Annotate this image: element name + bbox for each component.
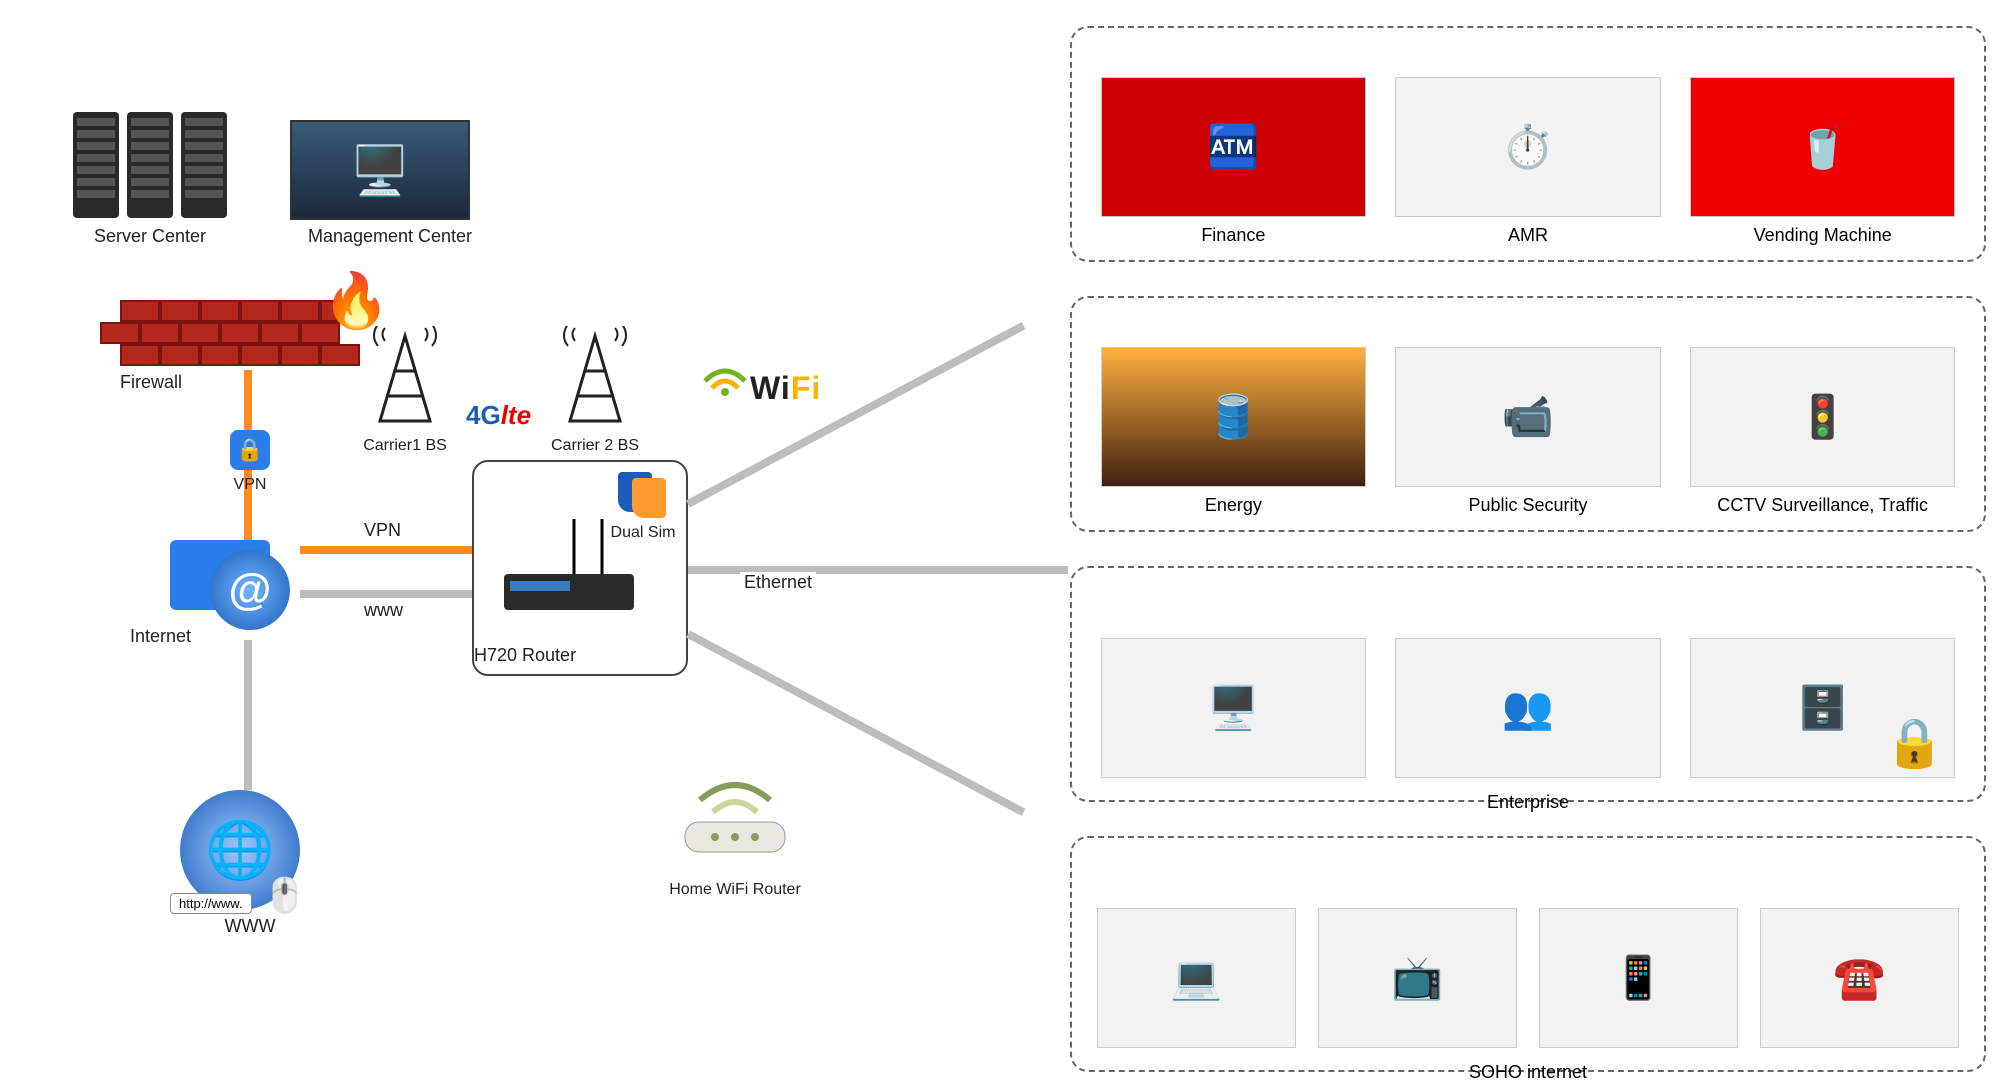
panel-finance: 🏧 Finance ⏱️ AMR 🥤 Vending Machine — [1070, 26, 1986, 262]
www-globe-icon: 🌐 http://www. 🖱️ — [180, 790, 300, 910]
finance-item: 🏧 Finance — [1086, 77, 1381, 246]
home-router-icon — [665, 760, 805, 870]
router-icon — [494, 519, 644, 634]
security-label: Public Security — [1381, 495, 1676, 516]
wifi-badge — [700, 356, 750, 401]
sim-icon — [618, 472, 668, 518]
control-room-icon: 🖥️ — [290, 120, 470, 220]
edge-vpn-horizontal — [300, 546, 472, 554]
secure-server-icon: 🗄️🔒 — [1690, 638, 1955, 778]
www-node: 🌐 http://www. 🖱️ WWW — [180, 790, 320, 937]
wifi-icon — [700, 356, 750, 396]
wifi-label: WiFi — [750, 370, 821, 407]
lte-lte: lte — [501, 400, 531, 430]
vpn-badge: 🔒 VPN — [230, 430, 270, 494]
carrier1-label: Carrier1 BS — [345, 437, 465, 455]
management-center-label: Management Center — [290, 226, 490, 247]
meter-icon: ⏱️ — [1395, 77, 1660, 217]
carrier1-node: Carrier1 BS — [345, 326, 465, 455]
edge-internet-www — [244, 640, 252, 790]
vpn-h-label: VPN — [360, 520, 405, 541]
server-rack-icon — [50, 110, 250, 220]
oil-rig-icon: 🛢️ — [1101, 347, 1366, 487]
tv-icon: 📺 — [1318, 908, 1517, 1048]
soho-tv-item: 📺 — [1307, 908, 1528, 1056]
atm-icon: 🏧 — [1101, 77, 1366, 217]
panel-soho: 💻 📺 📱 ☎️ SOHO internet — [1070, 836, 1986, 1072]
globe-at-icon: @ — [210, 550, 290, 630]
enterprise-pc-item: 🖥️ — [1086, 638, 1381, 786]
lock-icon: 🔒 — [230, 430, 270, 470]
enterprise-caption: Enterprise — [1086, 792, 1970, 813]
internet-node: @ Internet — [130, 530, 300, 647]
security-item: 📹 Public Security — [1381, 347, 1676, 516]
tablet-phone-icon: 📱 — [1539, 908, 1738, 1048]
soho-tablet-item: 📱 — [1528, 908, 1749, 1056]
edge-router-wifi — [686, 322, 1025, 507]
tower-icon — [360, 326, 450, 426]
router-box: Dual Sim H720 Router — [472, 460, 688, 676]
server-center-label: Server Center — [50, 226, 250, 247]
vpn-badge-label: VPN — [230, 476, 270, 494]
firewall-label: Firewall — [120, 372, 360, 393]
internet-label: Internet — [130, 626, 300, 647]
home-wifi-label: Home WiFi Router — [650, 881, 820, 899]
firewall-node: 🔥 Firewall — [120, 300, 360, 393]
soho-caption: SOHO internet — [1086, 1062, 1970, 1083]
finance-label: Finance — [1086, 225, 1381, 246]
camera-icon: 📹 — [1395, 347, 1660, 487]
management-center-node: 🖥️ Management Center — [290, 120, 490, 247]
home-wifi-node: Home WiFi Router — [650, 760, 820, 899]
enterprise-ops-item: 👥 — [1381, 638, 1676, 786]
soho-laptop-item: 💻 — [1086, 908, 1307, 1056]
energy-item: 🛢️ Energy — [1086, 347, 1381, 516]
carrier2-node: Carrier 2 BS — [535, 326, 655, 455]
vending-icon: 🥤 — [1690, 77, 1955, 217]
amr-item: ⏱️ AMR — [1381, 77, 1676, 246]
cursor-icon: 🖱️ — [264, 876, 306, 916]
vending-item: 🥤 Vending Machine — [1675, 77, 1970, 246]
traffic-icon: 🚦 — [1690, 347, 1955, 487]
server-center-node: Server Center — [50, 110, 250, 247]
desktop-icon: 🖥️ — [1101, 638, 1366, 778]
ip-phone-icon: ☎️ — [1760, 908, 1959, 1048]
enterprise-server-item: 🗄️🔒 — [1675, 638, 1970, 786]
flame-icon: 🔥 — [323, 270, 390, 333]
ethernet-label: Ethernet — [740, 572, 816, 593]
lte-4g: 4G — [466, 400, 501, 430]
panel-energy: 🛢️ Energy 📹 Public Security 🚦 CCTV Surve… — [1070, 296, 1986, 532]
router-label: H720 Router — [474, 645, 686, 666]
energy-label: Energy — [1086, 495, 1381, 516]
lte-badge: 4Glte — [466, 400, 531, 431]
www-label: WWW — [180, 916, 320, 937]
cctv-item: 🚦 CCTV Surveillance, Traffic — [1675, 347, 1970, 516]
carrier2-label: Carrier 2 BS — [535, 437, 655, 455]
tower-icon — [550, 326, 640, 426]
amr-label: AMR — [1381, 225, 1676, 246]
panel-enterprise: 🖥️ 👥 🗄️🔒 Enterprise — [1070, 566, 1986, 802]
www-h-label: www — [360, 600, 407, 621]
cctv-label: CCTV Surveillance, Traffic — [1675, 495, 1970, 516]
vending-label: Vending Machine — [1675, 225, 1970, 246]
workstations-icon: 👥 — [1395, 638, 1660, 778]
edge-www-horizontal — [300, 590, 472, 598]
soho-phone-item: ☎️ — [1749, 908, 1970, 1056]
laptop-icon: 💻 — [1097, 908, 1296, 1048]
